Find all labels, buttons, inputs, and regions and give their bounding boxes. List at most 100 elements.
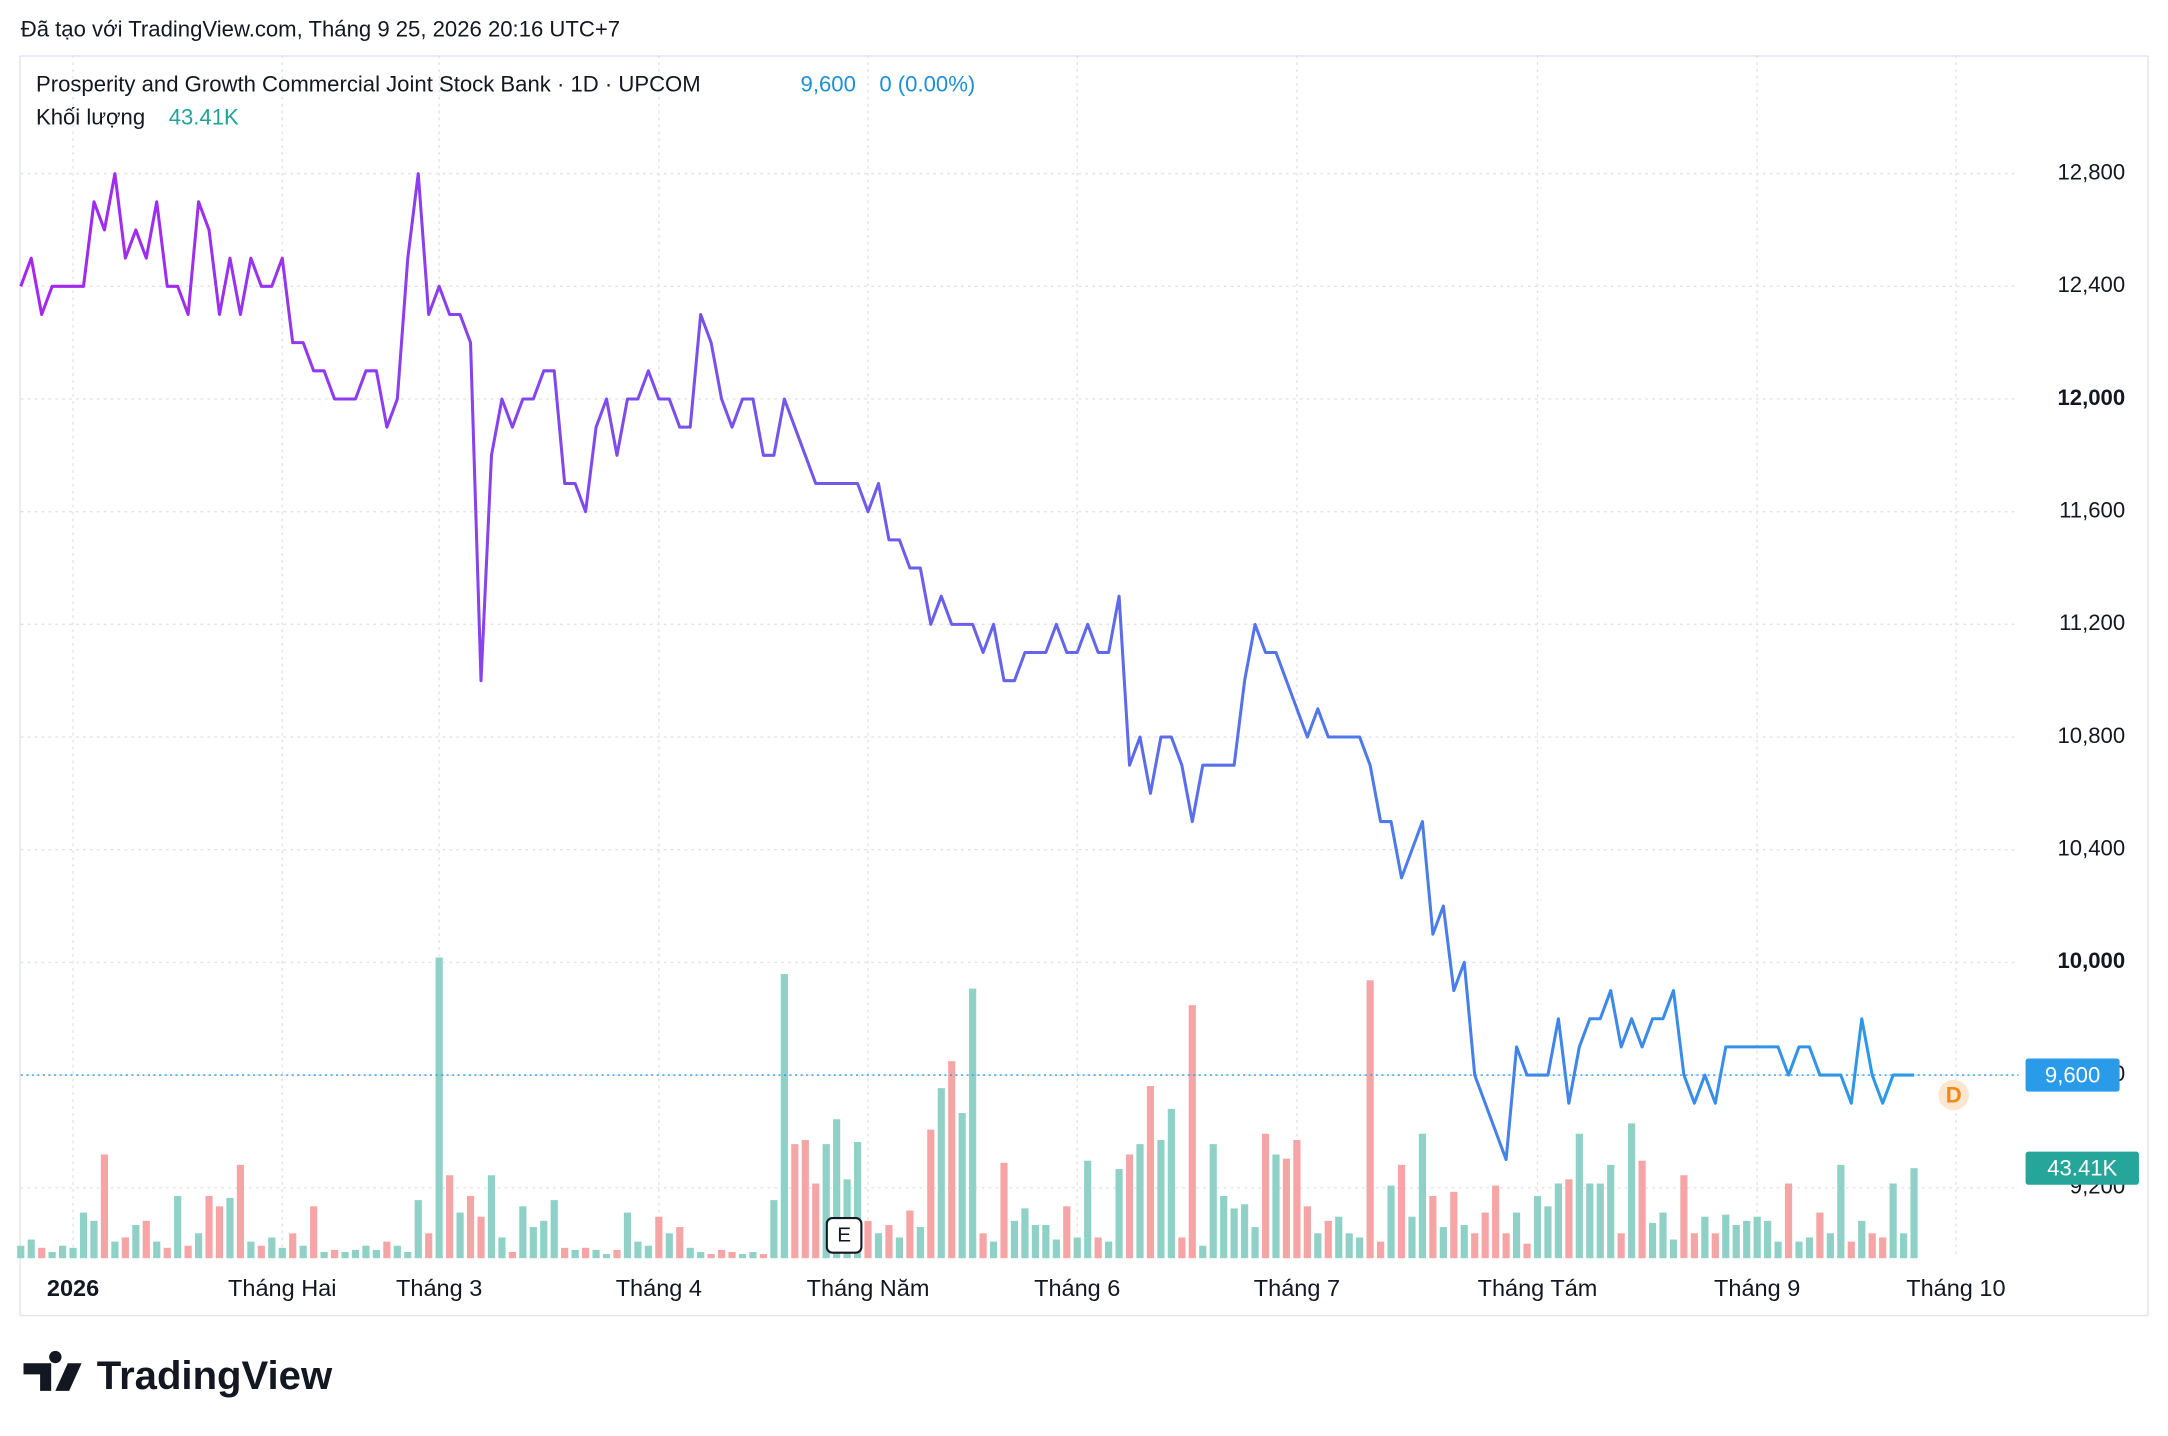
volume-bar	[1492, 1185, 1500, 1259]
volume-bar	[1586, 1183, 1594, 1259]
volume-bar	[1010, 1220, 1019, 1259]
volume-bar	[1314, 1233, 1322, 1259]
volume-bar	[1753, 1216, 1761, 1259]
volume-bar	[1669, 1239, 1678, 1259]
volume-bar	[414, 1200, 422, 1259]
x-tick-label: Tháng 7	[1254, 1275, 1340, 1301]
volume-bar	[989, 1241, 998, 1259]
volume-bar	[853, 1142, 862, 1259]
volume-bar	[1847, 1241, 1855, 1259]
volume-bar	[1272, 1154, 1280, 1259]
volume-bar	[289, 1233, 297, 1259]
y-tick-label: 10,400	[2057, 836, 2125, 861]
volume-bar	[582, 1247, 590, 1259]
volume-bar	[435, 957, 443, 1259]
volume-bar	[1711, 1233, 1719, 1259]
volume-bar	[1345, 1233, 1353, 1259]
volume-bar	[1826, 1233, 1834, 1259]
last-price-box	[2025, 1058, 2120, 1092]
volume-bar	[372, 1249, 380, 1259]
volume-bar	[1282, 1158, 1291, 1259]
volume-bar	[1471, 1233, 1479, 1259]
volume-bar	[1303, 1206, 1311, 1259]
volume-bar	[38, 1247, 46, 1259]
svg-text:D: D	[1946, 1082, 1962, 1107]
earnings-icon: E	[825, 1217, 863, 1254]
volume-bar	[1523, 1243, 1531, 1259]
y-tick-label: 12,800	[2057, 159, 2125, 184]
volume-bar	[1031, 1225, 1039, 1259]
volume-bar	[665, 1233, 673, 1259]
volume-bar	[1136, 1144, 1144, 1259]
y-tick-label: 12,400	[2057, 272, 2125, 297]
volume-bar	[1408, 1216, 1416, 1259]
y-tick-label: 12,000	[2057, 385, 2125, 410]
volume-bar	[1889, 1183, 1897, 1259]
volume-bar	[1450, 1191, 1458, 1259]
volume-bar	[1554, 1183, 1563, 1259]
volume-bar	[937, 1088, 945, 1259]
volume-bar	[1439, 1227, 1447, 1259]
x-tick-label: Tháng Tám	[1478, 1275, 1598, 1301]
volume-bar	[519, 1206, 527, 1259]
volume-bar	[69, 1247, 77, 1259]
volume-bar	[215, 1206, 224, 1259]
volume-bar	[404, 1251, 412, 1259]
volume-bar	[812, 1183, 820, 1259]
volume-bar	[1868, 1233, 1876, 1259]
volume-bar	[226, 1198, 234, 1259]
volume-bar	[59, 1245, 67, 1259]
last-volume-box	[2025, 1151, 2139, 1185]
volume-bar	[1000, 1162, 1008, 1259]
volume-bar	[592, 1249, 600, 1259]
volume-bar	[1732, 1225, 1740, 1259]
volume-bar	[1701, 1216, 1709, 1259]
volume-bar	[717, 1249, 726, 1259]
volume-bar	[310, 1206, 318, 1259]
volume-bar	[1690, 1233, 1698, 1259]
volume-bar	[864, 1220, 872, 1259]
price-line	[19, 172, 1915, 1162]
volume-bar	[1596, 1183, 1604, 1259]
volume-bar	[1544, 1206, 1552, 1259]
volume-bar	[602, 1254, 611, 1259]
volume-bar	[1628, 1123, 1636, 1259]
volume-bar	[613, 1249, 621, 1259]
volume-bar	[278, 1247, 286, 1259]
volume	[17, 957, 1918, 1259]
y-tick-label: 10,800	[2057, 723, 2125, 748]
volume-bar	[257, 1245, 265, 1259]
x-tick-label: Tháng 6	[1034, 1275, 1120, 1301]
x-tick-label: Tháng 10	[1906, 1275, 2005, 1301]
volume-last: 43.41K	[169, 105, 239, 130]
svg-text:E: E	[837, 1224, 851, 1247]
y-tick-label: 11,600	[2059, 498, 2125, 523]
volume-bar	[1617, 1233, 1625, 1259]
volume-bar	[1220, 1195, 1228, 1259]
volume-bar	[1565, 1179, 1573, 1259]
volume-bar	[1293, 1139, 1301, 1259]
volume-bar	[1764, 1220, 1772, 1259]
volume-bar	[268, 1237, 276, 1259]
x-tick-label: Tháng 3	[396, 1275, 482, 1301]
volume-bar	[1512, 1212, 1521, 1259]
volume-bar	[759, 1254, 768, 1259]
volume-bar	[79, 1212, 88, 1259]
volume-bar	[425, 1233, 433, 1259]
volume-bar	[174, 1195, 182, 1259]
volume-bar	[48, 1251, 56, 1259]
volume-bar	[969, 988, 977, 1259]
volume-bar	[194, 1233, 203, 1259]
volume-bar	[330, 1249, 339, 1259]
volume-bar	[383, 1241, 391, 1259]
volume-bar	[791, 1144, 799, 1259]
volume-bar	[1418, 1133, 1427, 1259]
volume-bar	[247, 1241, 255, 1259]
volume-bar	[1575, 1133, 1583, 1259]
volume-bar	[749, 1251, 757, 1259]
volume-bar	[686, 1247, 694, 1259]
volume-bar	[1784, 1183, 1793, 1259]
volume-bar	[1052, 1239, 1060, 1259]
volume-bar	[446, 1175, 454, 1259]
